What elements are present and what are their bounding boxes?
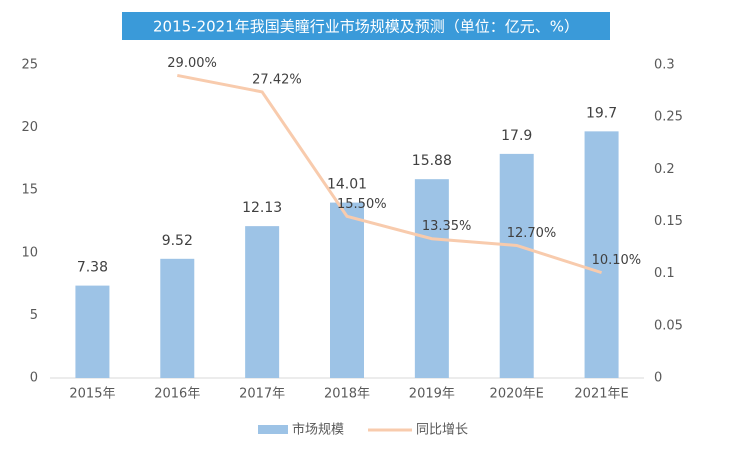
legend-label: 同比增长 (416, 423, 468, 438)
x-tick-label: 2016年 (154, 387, 200, 402)
line-value-label: 13.35% (422, 219, 472, 234)
bar-value-label: 17.9 (501, 128, 532, 144)
y-tick-label: 25 (21, 58, 38, 73)
y2-tick-label: 0.25 (654, 110, 683, 125)
y-tick-label: 0 (30, 371, 38, 386)
line-value-label: 15.50% (337, 197, 387, 212)
x-tick-label: 2019年 (409, 387, 455, 402)
bar-value-label: 19.7 (586, 105, 617, 121)
y-tick-label: 20 (21, 120, 38, 135)
bar (245, 226, 280, 378)
y2-tick-label: 0 (654, 371, 662, 386)
bar-value-label: 7.38 (77, 260, 108, 276)
x-tick-label: 2017年 (239, 387, 285, 402)
bar (584, 131, 619, 378)
y-tick-label: 15 (21, 183, 38, 198)
x-tick-label: 2021年E (574, 387, 628, 402)
line-value-label: 29.00% (167, 56, 217, 71)
bar (75, 285, 110, 378)
chart-title: 2015-2021年我国美瞳行业市场规模及预测（单位：亿元、%） (153, 18, 579, 36)
legend-label: 市场规模 (292, 422, 344, 438)
y2-tick-label: 0.2 (654, 162, 675, 177)
y2-tick-label: 0.05 (654, 318, 683, 333)
line (176, 73, 603, 275)
x-tick-label: 2018年 (324, 387, 370, 402)
bar (330, 202, 364, 378)
bar (160, 258, 195, 378)
bar (414, 179, 449, 378)
x-tick-label: 2020年E (490, 387, 544, 402)
y2-tick-label: 0.15 (654, 214, 683, 229)
line-value-label: 27.42% (252, 72, 302, 87)
x-tick-label: 2015年 (69, 387, 115, 402)
y-tick-label: 10 (21, 245, 38, 260)
bar (499, 153, 534, 378)
y2-tick-label: 0.1 (654, 266, 675, 281)
title-banner (122, 12, 610, 40)
bar-value-label: 9.52 (162, 233, 193, 249)
bar-value-label: 14.01 (327, 177, 367, 193)
line-value-label: 12.70% (507, 226, 557, 241)
bar-value-label: 12.13 (242, 200, 282, 216)
bar-value-label: 15.88 (412, 153, 452, 169)
legend-swatch (258, 425, 288, 434)
line-value-label: 10.10% (592, 253, 642, 268)
y2-tick-label: 0.3 (654, 58, 675, 73)
y-tick-label: 5 (30, 308, 38, 323)
